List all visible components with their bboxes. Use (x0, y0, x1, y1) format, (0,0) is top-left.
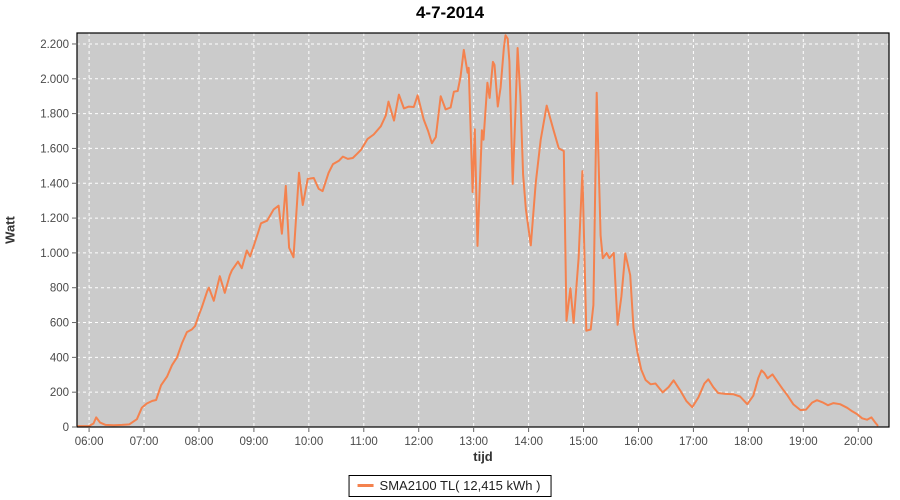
x-tick-label: 16:00 (624, 436, 653, 448)
legend-label: SMA2100 TL( 12,415 kWh ) (379, 478, 541, 493)
y-tick-label: 400 (50, 352, 69, 364)
x-tick-label: 07:00 (130, 436, 159, 448)
y-tick-label: 2.200 (40, 39, 69, 51)
legend: SMA2100 TL( 12,415 kWh ) (348, 475, 552, 497)
plot-area (77, 33, 889, 427)
x-tick-label: 11:00 (350, 436, 378, 448)
x-tick-label: 17:00 (679, 436, 708, 448)
y-tick-label: 0 (63, 422, 69, 434)
x-tick-label: 15:00 (569, 436, 598, 448)
x-tick-label: 13:00 (459, 436, 488, 448)
plot-border (76, 32, 890, 428)
x-axis-title: tijd (473, 449, 493, 464)
chart-title: 4-7-2014 (415, 3, 485, 22)
legend-line-swatch (357, 484, 374, 487)
x-tick-label: 08:00 (185, 436, 214, 448)
series-line (77, 34, 879, 428)
y-tick-label: 800 (50, 283, 69, 295)
x-tick-label: 10:00 (294, 436, 323, 448)
y-axis-title: Watt (2, 216, 18, 244)
y-tick-label: 1.000 (40, 248, 69, 260)
x-tick-label: 09:00 (240, 436, 269, 448)
x-tick-label: 14:00 (514, 436, 543, 448)
x-tick-label: 12:00 (404, 436, 433, 448)
y-tick-label: 1.800 (40, 109, 69, 121)
x-tick-label: 06:00 (75, 436, 104, 448)
x-tick-label: 19:00 (789, 436, 818, 448)
y-tick-label: 2.000 (40, 74, 69, 86)
y-tick-label: 1.200 (40, 213, 69, 225)
y-tick-label: 1.400 (40, 178, 69, 190)
y-tick-label: 600 (50, 318, 69, 330)
x-tick-label: 20:00 (844, 436, 873, 448)
y-tick-label: 200 (50, 387, 69, 399)
y-tick-label: 1.600 (40, 143, 69, 155)
x-tick-label: 18:00 (734, 436, 763, 448)
